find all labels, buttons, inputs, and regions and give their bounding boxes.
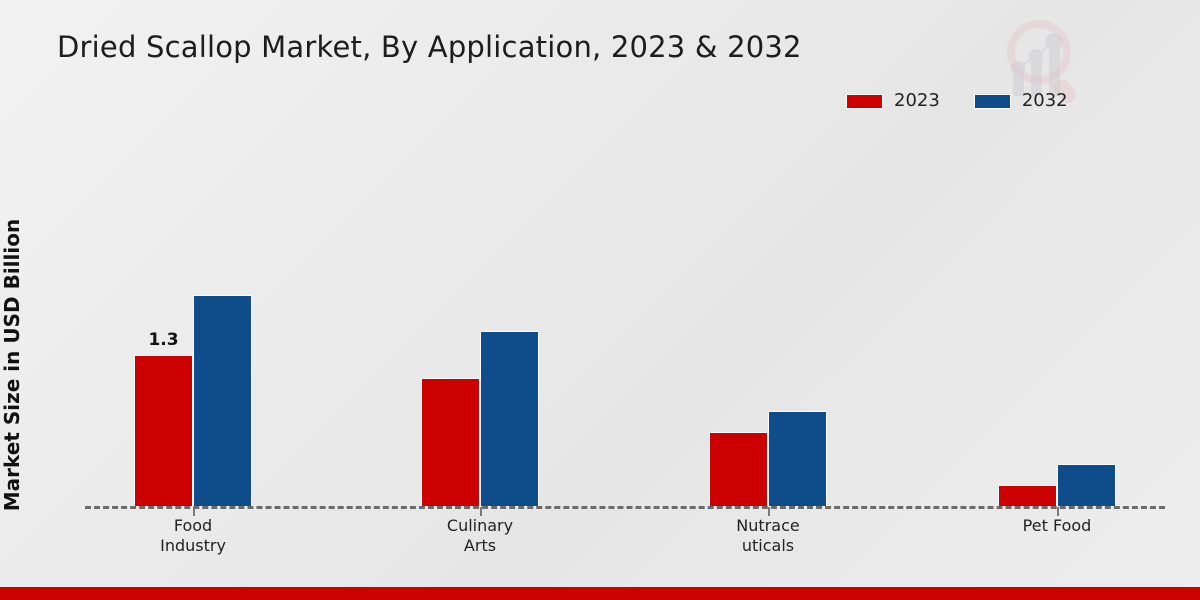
bar-2032-nutraceuticals[interactable]	[768, 411, 827, 507]
x-axis-baseline	[85, 506, 1165, 509]
x-label-culinary-arts: Culinary Arts	[385, 516, 575, 555]
footer-bar	[0, 587, 1200, 600]
bar-2032-food-industry[interactable]	[193, 295, 252, 507]
legend-label-2023: 2023	[894, 90, 940, 111]
chart-title: Dried Scallop Market, By Application, 20…	[57, 30, 802, 64]
x-label-line-1: Food	[173, 516, 213, 535]
bars-culinary-arts	[421, 120, 539, 507]
bar-value-2023-food-industry: 1.3	[148, 330, 179, 350]
x-label-food-industry: Food Industry	[98, 516, 288, 555]
y-axis-title: Market Size in USD Billion	[0, 218, 24, 512]
x-label-line-1: Nutrace	[736, 516, 800, 535]
legend-item-2023[interactable]: 2023	[846, 92, 940, 110]
x-label-line-1: Culinary	[446, 516, 514, 535]
bars-food-industry: 1.3	[134, 120, 252, 507]
legend-item-2032[interactable]: 2032	[973, 90, 1068, 111]
x-label-line-2: Industry	[160, 535, 226, 555]
plot-area: 1.3 Food Industry Culinary Arts	[85, 120, 1165, 555]
bar-2023-nutraceuticals[interactable]	[709, 432, 768, 507]
bars-nutraceuticals	[709, 120, 827, 507]
bar-group-culinary-arts: Culinary Arts	[421, 120, 539, 555]
bar-2023-pet-food[interactable]	[998, 485, 1057, 507]
x-label-pet-food: Pet Food	[962, 516, 1152, 536]
x-tick-nutraceuticals	[768, 507, 770, 516]
x-label-nutraceuticals: Nutrace uticals	[673, 516, 863, 555]
bar-2032-pet-food[interactable]	[1057, 464, 1116, 507]
bar-2032-culinary-arts[interactable]	[480, 331, 539, 507]
bar-group-food-industry: 1.3 Food Industry	[134, 120, 252, 555]
x-tick-culinary-arts	[480, 507, 482, 516]
legend-swatch-2032	[973, 93, 1011, 109]
x-tick-pet-food	[1057, 507, 1059, 516]
x-tick-food-industry	[193, 507, 195, 516]
x-label-line-2: Arts	[463, 535, 497, 555]
x-label-line-1: Pet Food	[1022, 516, 1092, 535]
bar-group-nutraceuticals: Nutrace uticals	[709, 120, 827, 555]
bar-2023-food-industry[interactable]: 1.3	[134, 330, 193, 507]
legend-swatch-2023	[846, 93, 883, 109]
chart-legend: 2023 2032	[846, 92, 1068, 110]
bar-group-pet-food: Pet Food	[998, 120, 1116, 535]
bars-pet-food	[998, 120, 1116, 507]
legend-label-2032: 2032	[1021, 90, 1068, 111]
bar-2023-culinary-arts[interactable]	[421, 378, 480, 507]
x-label-line-2: uticals	[741, 535, 795, 555]
